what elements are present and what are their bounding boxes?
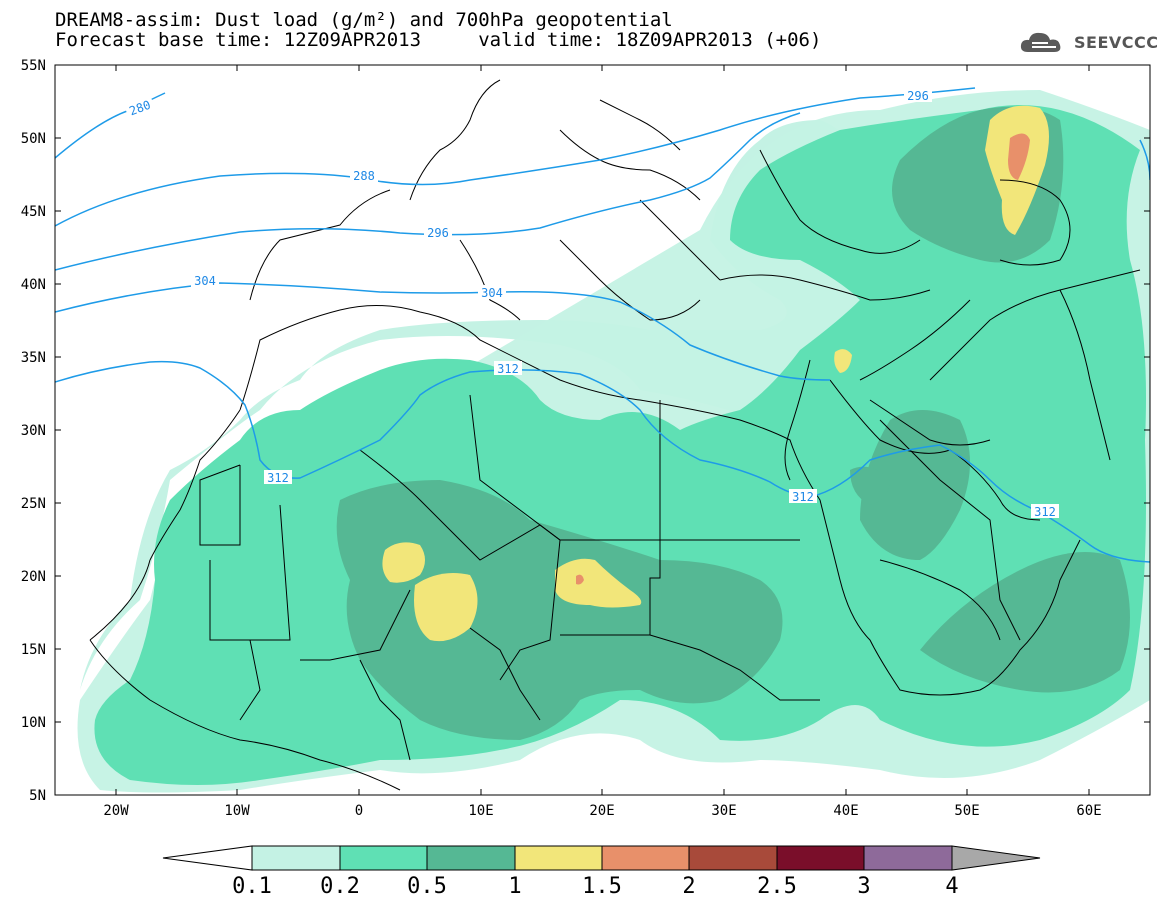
lat-label-45n: 45N xyxy=(21,204,46,220)
contour-label-304: 304 xyxy=(478,285,506,300)
contour-label-text: 288 xyxy=(353,169,375,183)
lon-label-60e: 60E xyxy=(1076,803,1101,819)
lat-label-35n: 35N xyxy=(21,350,46,366)
colorbar-box-01 xyxy=(251,845,341,871)
lon-label-40e: 40E xyxy=(833,803,858,819)
colorbar-box-3 xyxy=(863,845,953,871)
lat-label-25n: 25N xyxy=(21,496,46,512)
colorbar-box-25 xyxy=(776,845,865,871)
contour-label-text: 312 xyxy=(497,362,519,376)
contour-label-288: 288 xyxy=(350,168,378,183)
contour-label-text: 296 xyxy=(427,226,449,240)
lat-label-15n: 15N xyxy=(21,642,46,658)
lon-label-20w: 20W xyxy=(103,803,129,819)
colorbar-label: 2.5 xyxy=(757,874,797,899)
lat-label-50n: 50N xyxy=(21,131,46,147)
logo-text: SEEVCCC xyxy=(1074,32,1159,52)
seevccc-logo: SEEVCCC xyxy=(1018,28,1159,56)
colorbar-low-arrow xyxy=(162,845,253,871)
colorbar-high-arrow xyxy=(951,845,1041,871)
contour-label-text: 280 xyxy=(127,98,152,119)
lat-label-30n: 30N xyxy=(21,423,46,439)
geopotential-contours xyxy=(55,87,1150,563)
lon-label-0: 0 xyxy=(355,803,363,819)
lon-label-30e: 30E xyxy=(711,803,736,819)
dust-level-15 xyxy=(576,133,1030,585)
colorbar-box-02 xyxy=(339,845,428,871)
contour-label-280: 280 xyxy=(124,95,156,119)
lat-axis: 55N 50N 45N 40N 35N 30N 25N 20N 15N 10N … xyxy=(21,58,1150,804)
lon-label-50e: 50E xyxy=(954,803,979,819)
colorbar-box-15 xyxy=(601,845,690,871)
dust-field: 280 288 296 304 312 312 xyxy=(55,79,1150,793)
contour-label-text: 312 xyxy=(1034,505,1056,519)
contour-label-296: 296 xyxy=(424,225,452,240)
contour-label-text: 312 xyxy=(267,471,289,485)
lat-label-10n: 10N xyxy=(21,715,46,731)
lon-label-10w: 10W xyxy=(224,803,250,819)
colorbar-label: 2 xyxy=(682,874,695,899)
contour-label-text: 304 xyxy=(481,286,503,300)
lat-label-55n: 55N xyxy=(21,58,46,74)
colorbar-label: 3 xyxy=(857,874,870,899)
colorbar-label: 1 xyxy=(508,874,521,899)
colorbar-box-05 xyxy=(426,845,516,871)
lon-axis: 20W 10W 0 10E 20E 30E 40E 50E 60E xyxy=(103,65,1102,819)
contour-label-304: 304 xyxy=(191,273,219,288)
contour-label-text: 312 xyxy=(792,490,814,504)
contour-labels: 280 288 296 304 312 312 xyxy=(124,88,1059,519)
map-title: DREAM8-assim: Dust load (g/m²) and 700hP… xyxy=(55,9,673,31)
contour-label-text: 296 xyxy=(907,89,929,103)
contour-label-296: 296 xyxy=(904,88,932,103)
colorbar-box-1 xyxy=(514,845,603,871)
colorbar-label: 1.5 xyxy=(582,874,622,899)
contour-label-312: 312 xyxy=(494,361,522,376)
contour-label-text: 304 xyxy=(194,274,216,288)
colorbar-label: 0.2 xyxy=(320,874,360,899)
contour-label-312: 312 xyxy=(1031,504,1059,519)
colorbar-box-2 xyxy=(688,845,778,871)
contour-label-312: 312 xyxy=(264,470,292,485)
cloud-icon xyxy=(1020,32,1061,52)
lat-label-20n: 20N xyxy=(21,569,46,585)
lat-label-40n: 40N xyxy=(21,277,46,293)
lat-label-5n: 5N xyxy=(29,788,46,804)
contour-label-312: 312 xyxy=(789,489,817,504)
country-borders xyxy=(89,79,1141,791)
colorbar-label: 0.1 xyxy=(232,874,272,899)
colorbar: 0.1 0.2 0.5 1 1.5 2 2.5 3 4 xyxy=(162,845,1041,899)
lon-label-10e: 10E xyxy=(468,803,493,819)
map-subtitle: Forecast base time: 12Z09APR2013 valid t… xyxy=(55,29,822,51)
lon-label-20e: 20E xyxy=(589,803,614,819)
colorbar-label: 4 xyxy=(945,874,958,899)
colorbar-label: 0.5 xyxy=(407,874,447,899)
